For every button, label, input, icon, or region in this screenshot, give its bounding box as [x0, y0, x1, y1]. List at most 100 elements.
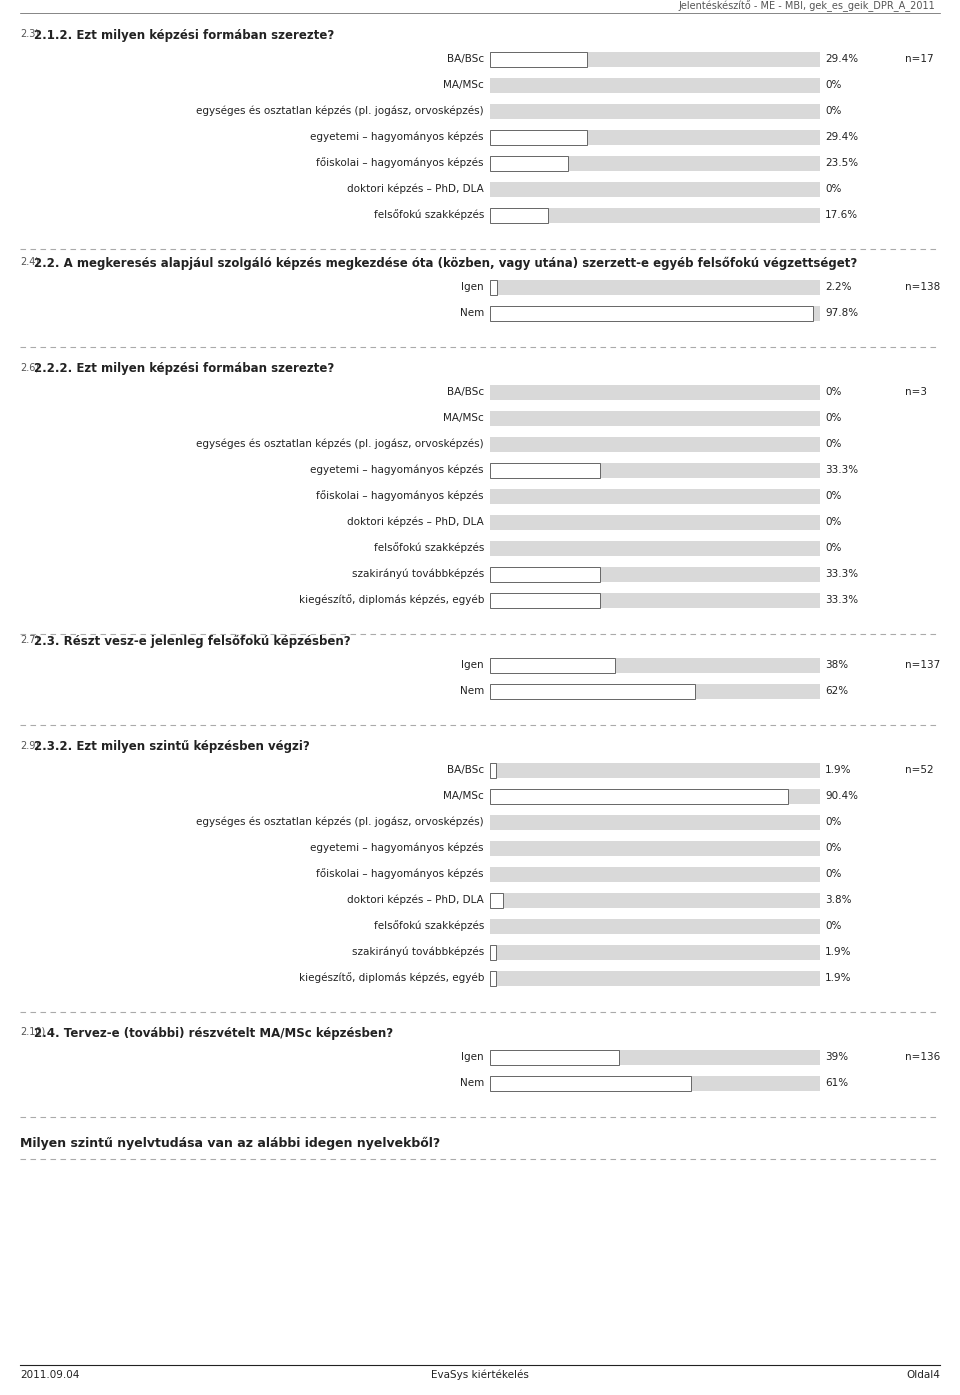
Text: 33.3%: 33.3%: [825, 569, 858, 579]
Text: 2.9): 2.9): [20, 739, 39, 751]
Text: egyetemi – hagyományos képzés: egyetemi – hagyományos képzés: [310, 465, 484, 476]
Bar: [490, 488, 820, 504]
Bar: [490, 566, 820, 582]
Text: 2011.09.04: 2011.09.04: [20, 1370, 80, 1380]
Bar: [490, 841, 820, 855]
Text: 0%: 0%: [825, 543, 841, 552]
Text: szakirányú továbbképzés: szakirányú továbbképzés: [351, 569, 484, 579]
Bar: [490, 208, 820, 222]
Text: egységes és osztatlan képzés (pl. jogász, orvosképzés): egységes és osztatlan képzés (pl. jogász…: [197, 106, 484, 116]
Bar: [490, 684, 820, 699]
Bar: [490, 463, 600, 477]
Text: 0%: 0%: [825, 921, 841, 930]
Text: felsőfokú szakképzés: felsőfokú szakképzés: [373, 921, 484, 932]
Text: 97.8%: 97.8%: [825, 308, 858, 318]
Text: 17.6%: 17.6%: [825, 211, 858, 220]
Bar: [490, 385, 820, 399]
Text: 0%: 0%: [825, 817, 841, 827]
Text: 2.3): 2.3): [20, 29, 39, 39]
Bar: [490, 1076, 691, 1091]
Text: EvaSys kiértékelés: EvaSys kiértékelés: [431, 1370, 529, 1380]
Text: Oldal4: Oldal4: [906, 1370, 940, 1380]
Text: felsőfokú szakképzés: felsőfokú szakképzés: [373, 209, 484, 220]
Text: egyetemi – hagyományos képzés: egyetemi – hagyományos képzés: [310, 131, 484, 142]
Bar: [490, 566, 600, 582]
Text: 0%: 0%: [825, 491, 841, 501]
Bar: [490, 130, 820, 145]
Text: Igen: Igen: [462, 660, 484, 670]
Text: 33.3%: 33.3%: [825, 465, 858, 476]
Text: 2.6): 2.6): [20, 361, 39, 372]
Text: 23.5%: 23.5%: [825, 158, 858, 167]
Text: 0%: 0%: [825, 843, 841, 852]
Text: 1.9%: 1.9%: [825, 972, 852, 983]
Bar: [490, 540, 820, 555]
Bar: [490, 971, 820, 985]
Text: 0%: 0%: [825, 439, 841, 449]
Text: kiegészítő, diplomás képzés, egyéb: kiegészítő, diplomás képzés, egyéb: [299, 972, 484, 983]
Text: főiskolai – hagyományos képzés: főiskolai – hagyományos képzés: [317, 869, 484, 879]
Bar: [490, 763, 820, 777]
Text: MA/MSc: MA/MSc: [444, 413, 484, 423]
Text: 2.4. Tervez-e (további) részvételt MA/MSc képzésben?: 2.4. Tervez-e (további) részvételt MA/MS…: [34, 1027, 394, 1041]
Text: főiskolai – hagyományos képzés: főiskolai – hagyományos képzés: [317, 491, 484, 501]
Bar: [490, 463, 820, 477]
Text: n=52: n=52: [905, 764, 934, 776]
Text: felsőfokú szakképzés: felsőfokú szakképzés: [373, 543, 484, 554]
Bar: [490, 181, 820, 197]
Text: 0%: 0%: [825, 80, 841, 91]
Bar: [490, 410, 820, 425]
Text: 0%: 0%: [825, 184, 841, 194]
Text: Igen: Igen: [462, 282, 484, 292]
Text: 2.2. A megkeresés alapjául szolgáló képzés megkezdése óta (közben, vagy utána) s: 2.2. A megkeresés alapjául szolgáló képz…: [34, 257, 857, 271]
Text: n=137: n=137: [905, 660, 940, 670]
Text: 2.2.2. Ezt milyen képzési formában szerezte?: 2.2.2. Ezt milyen képzési formában szere…: [34, 361, 334, 375]
Bar: [490, 893, 820, 908]
Text: MA/MSc: MA/MSc: [444, 80, 484, 91]
Text: 3.8%: 3.8%: [825, 896, 852, 905]
Bar: [490, 893, 502, 908]
Text: 2.3.2. Ezt milyen szintű képzésben végzi?: 2.3.2. Ezt milyen szintű képzésben végzi…: [34, 739, 310, 753]
Text: 1.9%: 1.9%: [825, 764, 852, 776]
Text: 29.4%: 29.4%: [825, 54, 858, 64]
Text: 0%: 0%: [825, 518, 841, 527]
Text: Jelentéskészítő - ME - MBI, gek_es_geik_DPR_A_2011: Jelentéskészítő - ME - MBI, gek_es_geik_…: [679, 0, 935, 13]
Text: Nem: Nem: [460, 308, 484, 318]
Text: doktori képzés – PhD, DLA: doktori képzés – PhD, DLA: [348, 516, 484, 527]
Bar: [490, 78, 820, 92]
Text: 2.2%: 2.2%: [825, 282, 852, 292]
Text: 1.9%: 1.9%: [825, 947, 852, 957]
Bar: [490, 918, 820, 933]
Text: 2.1.2. Ezt milyen képzési formában szerezte?: 2.1.2. Ezt milyen képzési formában szere…: [34, 29, 334, 42]
Bar: [490, 815, 820, 830]
Text: doktori képzés – PhD, DLA: doktori képzés – PhD, DLA: [348, 184, 484, 194]
Text: MA/MSc: MA/MSc: [444, 791, 484, 801]
Bar: [490, 52, 587, 67]
Text: 0%: 0%: [825, 869, 841, 879]
Bar: [490, 515, 820, 530]
Text: 2.4): 2.4): [20, 257, 39, 266]
Bar: [490, 279, 820, 294]
Bar: [490, 944, 820, 960]
Bar: [490, 103, 820, 119]
Text: főiskolai – hagyományos képzés: főiskolai – hagyományos képzés: [317, 158, 484, 169]
Bar: [490, 52, 820, 67]
Text: doktori képzés – PhD, DLA: doktori képzés – PhD, DLA: [348, 894, 484, 905]
Bar: [490, 306, 813, 321]
Bar: [490, 788, 788, 804]
Text: n=136: n=136: [905, 1052, 940, 1062]
Bar: [490, 763, 496, 777]
Text: BA/BSc: BA/BSc: [446, 764, 484, 776]
Text: 61%: 61%: [825, 1078, 848, 1088]
Text: Nem: Nem: [460, 686, 484, 696]
Text: kiegészítő, diplomás képzés, egyéb: kiegészítő, diplomás képzés, egyéb: [299, 594, 484, 605]
Bar: [490, 593, 820, 607]
Bar: [490, 971, 496, 985]
Bar: [490, 1076, 820, 1091]
Text: 33.3%: 33.3%: [825, 596, 858, 605]
Text: Igen: Igen: [462, 1052, 484, 1062]
Bar: [490, 684, 695, 699]
Text: n=3: n=3: [905, 386, 927, 398]
Bar: [490, 279, 497, 294]
Text: 29.4%: 29.4%: [825, 133, 858, 142]
